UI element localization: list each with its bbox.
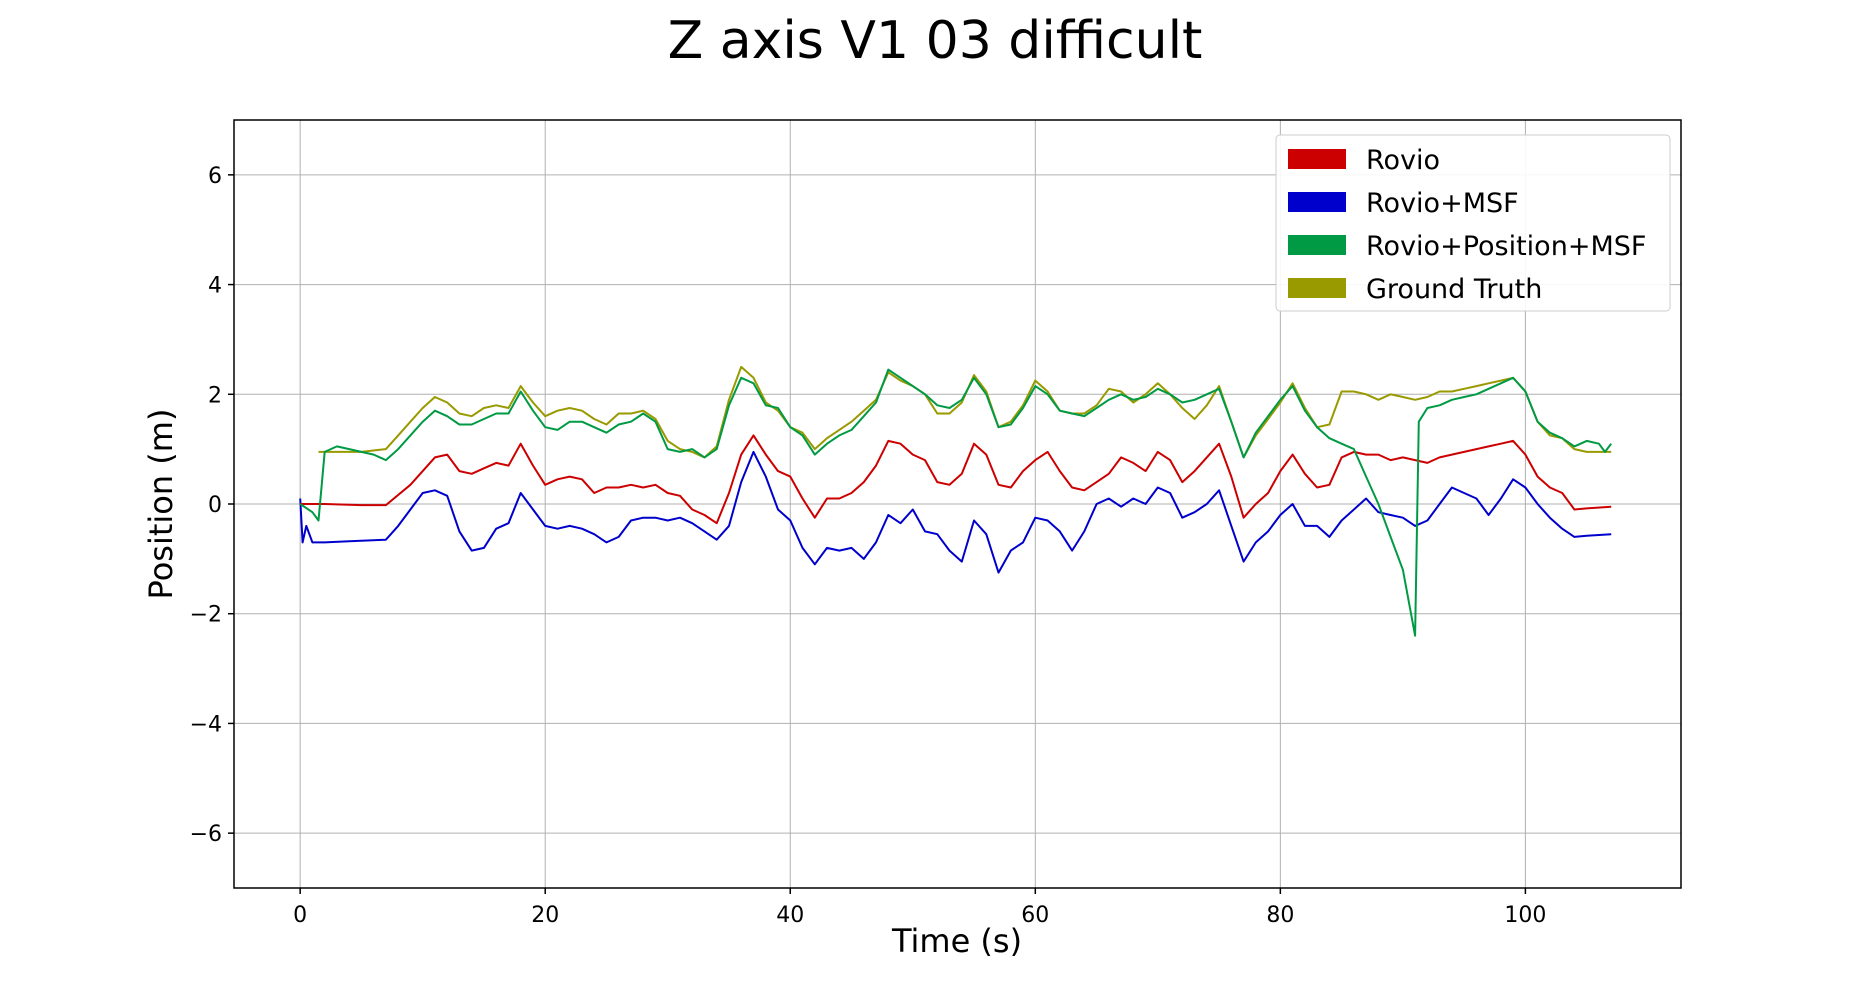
x-tick-label: 40 [776, 903, 804, 928]
y-axis: −6 −4 −2 0 2 4 6 [190, 164, 234, 847]
legend-label: Rovio+Position+MSF [1366, 231, 1646, 262]
series-line-ground-truth [318, 365, 1612, 459]
x-tick-label: 60 [1021, 903, 1049, 928]
y-tick-label: −2 [190, 603, 222, 628]
y-tick-label: 2 [208, 383, 222, 408]
y-axis-label: Position (m) [142, 409, 180, 600]
chart-title: Z axis V1 03 difficult [668, 11, 1203, 71]
legend-label: Rovio [1366, 145, 1440, 176]
legend-label: Rovio+MSF [1366, 188, 1519, 219]
series-line-rovio-msf [299, 450, 1612, 574]
y-tick-label: 6 [208, 164, 222, 189]
legend-box [1275, 134, 1671, 312]
legend: Rovio Rovio+MSF Rovio+Position+MSF Ground T… [1275, 134, 1671, 312]
legend-label: Ground Truth [1366, 274, 1542, 305]
y-tick-label: 4 [208, 274, 222, 299]
x-tick-label: 20 [531, 903, 559, 928]
legend-swatch [1288, 149, 1346, 169]
legend-swatch [1288, 235, 1346, 255]
y-tick-label: −4 [190, 712, 222, 737]
legend-swatch [1288, 278, 1346, 298]
x-tick-label: 0 [293, 903, 307, 928]
x-axis-label: Time (s) [891, 922, 1022, 960]
series-line-rovio-position-msf [299, 368, 1612, 637]
x-tick-label: 80 [1266, 903, 1294, 928]
y-tick-label: −6 [190, 822, 222, 847]
x-axis: 0 20 40 60 80 100 [293, 888, 1546, 928]
series-line-rovio [300, 434, 1612, 525]
y-tick-label: 0 [208, 493, 222, 518]
x-tick-label: 100 [1504, 903, 1546, 928]
series-layer [299, 365, 1612, 637]
legend-swatch [1288, 192, 1346, 212]
